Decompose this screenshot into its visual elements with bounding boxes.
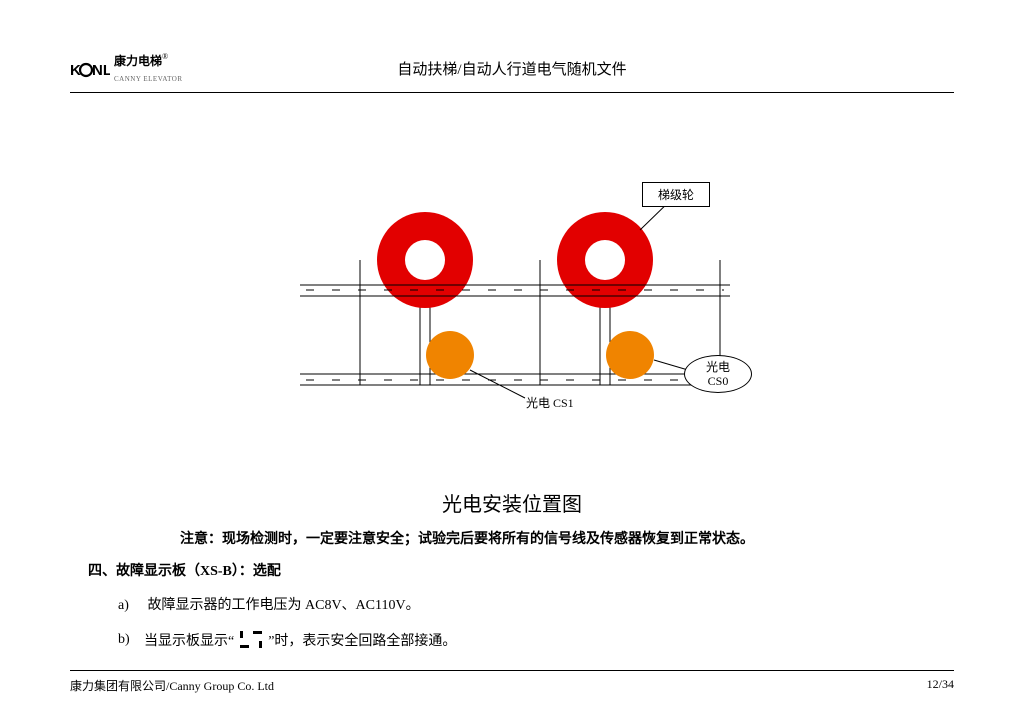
callout-cs1: 光电 CS1: [526, 394, 574, 411]
callout-cs0: 光电 CS0: [684, 355, 752, 393]
diagram-caption: 光电安装位置图: [0, 488, 1024, 517]
callout-cs0-l1: 光电: [706, 360, 730, 374]
item-b: b) 当显示板显示“ ”时，表示安全回路全部接通。: [118, 630, 456, 650]
footer-company: 康力集团有限公司/Canny Group Co. Ltd: [70, 677, 274, 694]
page-footer: 康力集团有限公司/Canny Group Co. Ltd 12/34: [70, 670, 954, 697]
item-b-post: ”时，表示安全回路全部接通。: [268, 630, 456, 650]
document-title: 自动扶梯/自动人行道电气随机文件: [70, 58, 954, 79]
page-header: K NL 康力电梯® CANNY ELEVATOR 自动扶梯/自动人行道电气随机…: [70, 56, 954, 93]
callout-cs0-l2: CS0: [708, 374, 729, 388]
footer-page: 12/34: [927, 677, 954, 692]
item-b-pre: 当显示板显示“: [144, 630, 234, 650]
warning-note: 注意：现场检测时，一定要注意安全；试验完后要将所有的信号线及传感器恢复到正常状态…: [180, 528, 754, 548]
callout-step-wheel: 梯级轮: [642, 182, 710, 207]
item-a-text: 故障显示器的工作电压为 AC8V、AC110V。: [148, 598, 420, 613]
item-a: a) 故障显示器的工作电压为 AC8V、AC110V。: [118, 594, 420, 614]
item-b-label: b): [118, 632, 144, 648]
installation-diagram: 梯级轮 光电 CS0 光电 CS1: [70, 160, 954, 420]
section-4-heading: 四、故障显示板（XS-B）：选配: [88, 560, 281, 580]
item-a-label: a): [118, 598, 144, 614]
seven-segment-icon: [236, 631, 266, 649]
